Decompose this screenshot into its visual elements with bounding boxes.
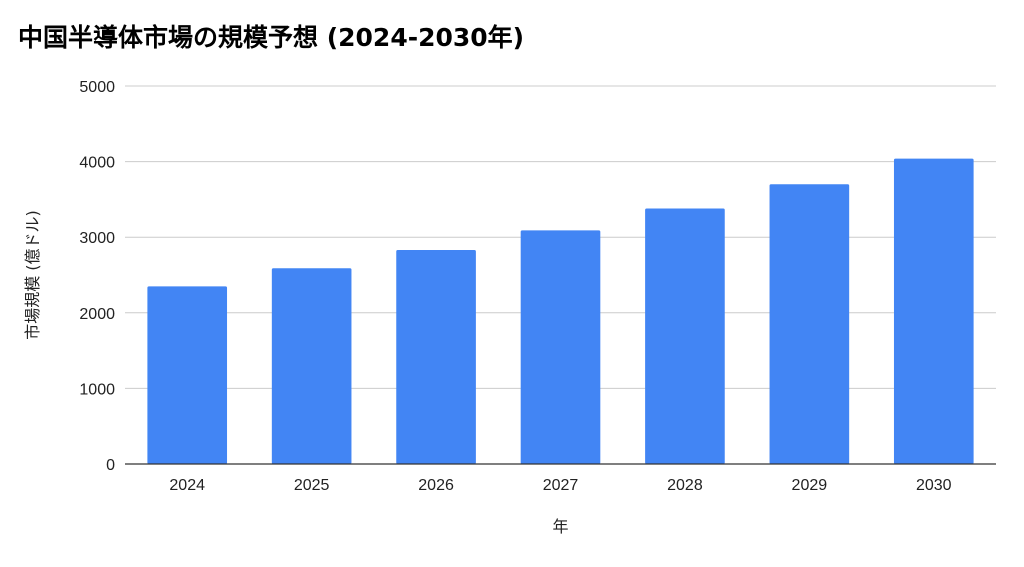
y-tick-label: 0 bbox=[106, 457, 115, 474]
x-tick-label: 2027 bbox=[543, 477, 579, 494]
x-tick-label: 2024 bbox=[169, 477, 205, 494]
x-tick-label: 2029 bbox=[792, 477, 828, 494]
y-tick-label: 1000 bbox=[79, 381, 115, 398]
x-tick-label: 2028 bbox=[667, 477, 703, 494]
bar bbox=[396, 250, 476, 464]
tick-labels: 0 1000 2000 3000 4000 5000 2024 2025 2026 2027 202… bbox=[79, 79, 951, 494]
x-axis-title: 年 bbox=[552, 517, 568, 536]
x-tick-label: 2030 bbox=[916, 477, 952, 494]
bar bbox=[769, 184, 850, 464]
bar bbox=[645, 208, 725, 464]
chart-title: 中国半導体市場の規模予想 (2024-2030年) bbox=[18, 23, 525, 52]
y-tick-label: 2000 bbox=[79, 306, 115, 323]
y-tick-label: 5000 bbox=[79, 79, 115, 96]
x-tick-label: 2026 bbox=[418, 477, 454, 494]
bars bbox=[147, 158, 974, 465]
y-axis-title: 市場規模 (億ドル) bbox=[23, 210, 42, 340]
bar bbox=[147, 286, 228, 464]
y-tick-label: 4000 bbox=[79, 155, 115, 172]
bar bbox=[271, 268, 352, 464]
bar bbox=[893, 158, 974, 465]
x-tick-label: 2025 bbox=[294, 477, 330, 494]
bar bbox=[520, 230, 601, 464]
y-tick-label: 3000 bbox=[79, 230, 115, 247]
